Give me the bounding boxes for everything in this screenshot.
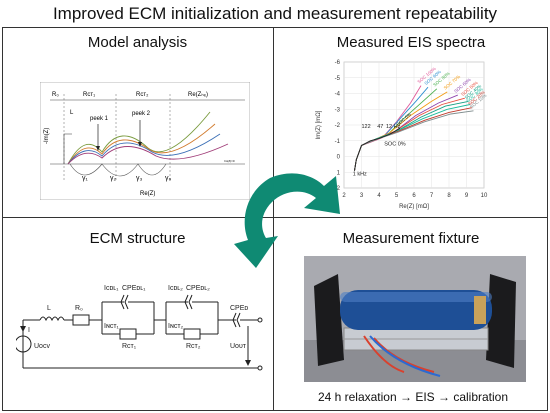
label-yaxis: -Im(Z) — [44, 128, 50, 144]
ecm-label-uocv: Uᴏᴄᴠ — [34, 343, 50, 350]
x-tick-label: 7 — [430, 193, 434, 199]
cpe-dl1 — [120, 294, 129, 310]
ecm-label-cpedl2: CPEᴅʟ₂ — [186, 285, 210, 292]
ecm-label-ict2: Iɴᴄᴛ₂ — [168, 323, 184, 330]
eis-annotation: 47 — [377, 124, 383, 130]
horizontal-divider — [2, 217, 548, 218]
y-tick-label: -1 — [335, 139, 341, 145]
model-curve-orange — [67, 123, 216, 165]
ecm-label-l: L — [47, 305, 51, 312]
inductor — [39, 316, 65, 322]
ecm-label-uout: Uᴏᴜᴛ — [230, 343, 247, 350]
eis-annotation: 122 — [362, 124, 371, 130]
y-tick-label: 1 — [337, 170, 341, 176]
x-tick-label: 5 — [395, 193, 399, 199]
ecm-structure-title: ECM structure — [89, 230, 186, 247]
model-component-arcs — [69, 163, 167, 177]
vertical-divider — [273, 27, 274, 411]
quadrant-frame — [2, 27, 548, 411]
y-tick-label: -3 — [335, 107, 341, 113]
cpe-d — [232, 312, 241, 328]
y-axis-label: Im(Z) [mΩ] — [316, 110, 322, 139]
series-line — [354, 127, 401, 171]
ecm-label-rct1: Rᴄᴛ₁ — [122, 343, 137, 350]
label-rct1: Rᴄᴛ₁ — [83, 92, 95, 98]
ecm-label-icdl2: Iᴄᴅʟ₂ — [168, 285, 183, 292]
process-arrows — [234, 173, 340, 268]
label-xaxis: Re(Z) — [140, 191, 155, 197]
label-peek2: peek 2 — [132, 111, 151, 117]
x-tick-label: 6 — [412, 193, 416, 199]
cpe-dl2 — [184, 294, 193, 310]
fixture-photo — [304, 256, 526, 382]
label-g2: γ₂ — [110, 175, 117, 182]
y-tick-label: 2 — [337, 186, 341, 192]
ecm-label-rct2: Rᴄᴛ₂ — [186, 343, 201, 350]
eis-annotation: 1 kHz — [353, 171, 367, 177]
label-g0: γ₀ — [165, 175, 172, 182]
label-rct2: Rᴄᴛ₂ — [136, 92, 149, 98]
model-analysis-diagram: R₀ Rᴄᴛ₁ Rᴄᴛ₂ Re(Zₕₑ) L peek 1 peek 2 -Im… — [40, 82, 250, 200]
resistor-rct1 — [119, 328, 137, 340]
fixture-title: Measurement fixture — [342, 230, 480, 247]
model-analysis-title: Model analysis — [87, 34, 188, 51]
ecm-label-r0: R₀ — [75, 305, 83, 312]
label-g3: γ₃ — [136, 175, 143, 182]
x-tick-label: 8 — [447, 193, 451, 199]
y-tick-label: 0 — [337, 155, 341, 161]
label-peek1: peek 1 — [90, 116, 109, 122]
label-g1: γ₁ — [82, 175, 89, 182]
y-tick-label: -4 — [335, 92, 341, 98]
label-rez-hf: Re(Zₕₑ) — [188, 92, 208, 98]
page-title: Improved ECM initialization and measurem… — [52, 4, 498, 23]
resistor-rct2 — [183, 328, 201, 340]
eis-annotation: 12 Hz — [386, 124, 401, 130]
y-tick-label: -5 — [335, 76, 341, 82]
y-tick-label: -6 — [335, 60, 341, 66]
model-curve-blue — [67, 133, 221, 165]
x-tick-label: 3 — [360, 193, 364, 199]
x-tick-label: 9 — [465, 193, 469, 199]
model-curve-green — [67, 111, 211, 165]
ecm-label-i: I — [28, 327, 30, 334]
ecm-circuit: L R₀ Iᴄᴅʟ₁ CPEᴅʟ₁ Iɴᴄᴛ₁ Rᴄᴛ₁ Iᴄᴅʟ₂ CPEᴅʟ… — [16, 285, 263, 371]
eis-spectra-title: Measured EIS spectra — [336, 34, 486, 51]
ecm-label-ict1: Iɴᴄᴛ₁ — [104, 323, 120, 330]
x-tick-label: 4 — [377, 193, 381, 199]
inductive-branch — [63, 133, 72, 164]
label-l: L — [70, 110, 74, 116]
ecm-label-icdl1: Iᴄᴅʟ₁ — [104, 285, 119, 292]
model-curve-purple — [67, 143, 229, 165]
voltage-source — [16, 335, 32, 353]
fixture-caption: 24 h relaxation → EIS → calibration — [317, 390, 509, 404]
x-tick-label: 2 — [342, 193, 346, 199]
x-axis-label: Re(Z) [mΩ] — [399, 204, 429, 210]
ecm-label-cped: CPEᴅ — [230, 305, 248, 312]
ecm-label-cpedl1: CPEᴅʟ₁ — [122, 285, 146, 292]
resistor-r0 — [72, 314, 90, 326]
cycle-arrow — [234, 173, 340, 268]
label-tiny: Im(Z)=0 — [224, 159, 235, 163]
eis-annotation: SOC 0% — [384, 141, 406, 147]
label-r0: R₀ — [52, 92, 59, 98]
y-tick-label: -2 — [335, 123, 341, 129]
fixture-illustration — [304, 256, 526, 382]
x-tick-label: 10 — [481, 193, 488, 199]
